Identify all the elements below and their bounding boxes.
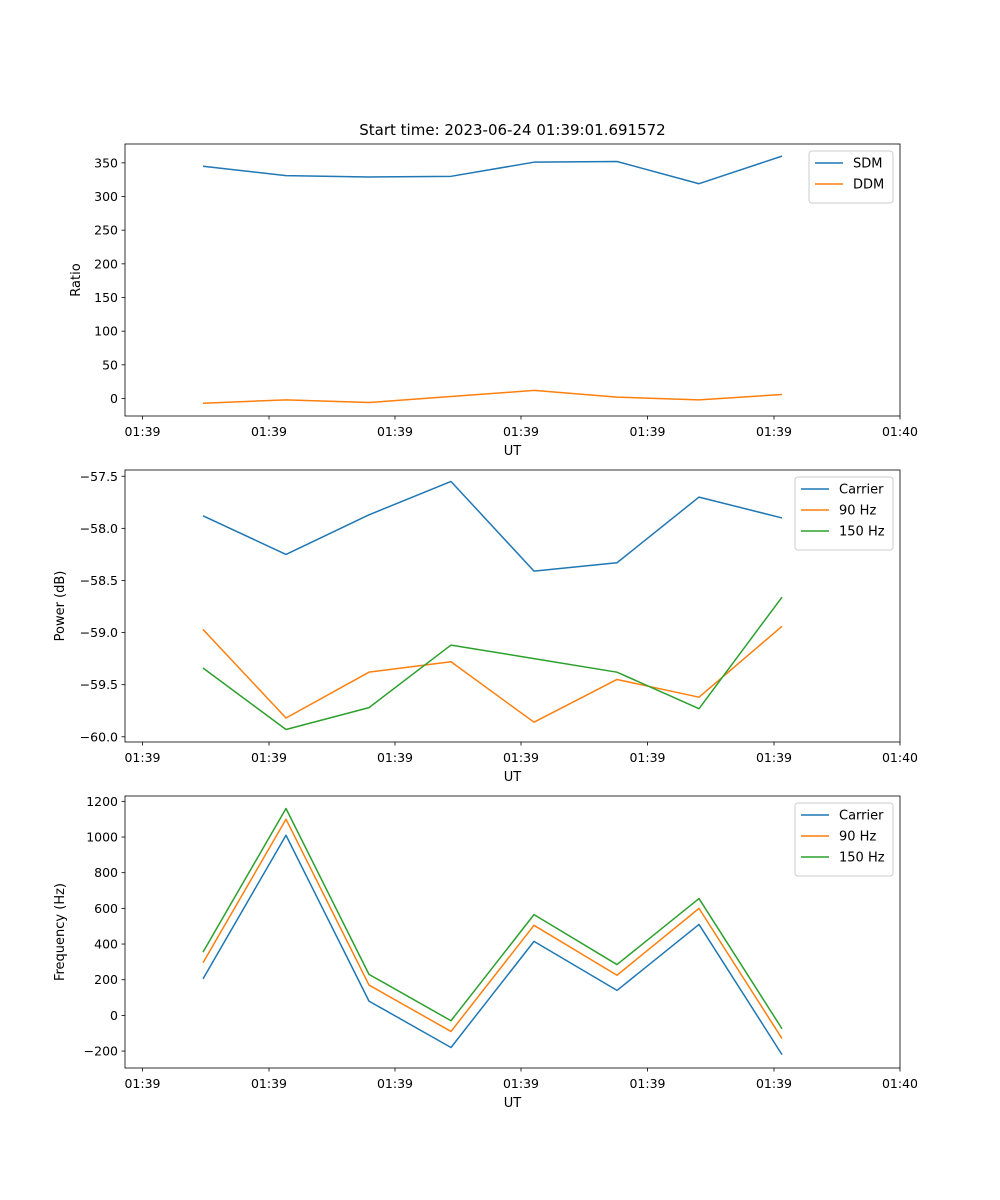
axes-frame [124,795,901,1069]
y-tick-label: −58.0 [80,521,118,536]
y-axis-label: Power (dB) [53,571,68,642]
x-tick-label: 01:39 [629,1076,665,1091]
x-tick-label: 01:40 [882,1076,918,1091]
subplot-3: −200 0 200 400 600 800 1000 1200 01:39 01:39 01:39… [53,794,918,1111]
y-tick-label: 100 [94,324,118,339]
series-line-150-hz [202,596,783,731]
y-tick-label: 600 [94,901,118,916]
y-tick-label: 200 [94,972,118,987]
x-tick-label: 01:39 [377,1076,413,1091]
x-tick-label: 01:39 [756,750,792,765]
y-tick-label: −60.0 [80,729,118,744]
y-tick-label: −58.5 [80,573,118,588]
x-tick-label: 01:39 [756,424,792,439]
series-line-carrier [202,480,783,572]
y-tick-label: 0 [110,1008,118,1023]
x-tick-label: 01:39 [377,750,413,765]
x-tick-label: 01:39 [503,1076,539,1091]
axes-frame [124,143,901,417]
y-tick-label: 0 [110,391,118,406]
y-tick-label: −57.5 [80,469,118,484]
x-axis-label: UT [504,770,522,785]
y-tick-label: 400 [94,937,118,952]
legend-entry: DDM [853,178,884,193]
figure-title: Start time: 2023-06-24 01:39:01.691572 [359,121,665,139]
series-line-carrier [202,834,783,1056]
y-tick-label: 300 [94,189,118,204]
legend-entry: SDM [853,157,882,172]
y-axis-label: Ratio [69,263,84,296]
series-line-sdm [202,155,783,185]
x-axis-label: UT [504,444,522,459]
axes-frame [124,469,901,743]
legend-entry: Carrier [839,809,884,824]
y-tick-label: 1000 [86,830,118,845]
y-tick-label: 350 [94,155,118,170]
x-tick-label: 01:39 [377,424,413,439]
y-tick-label: −59.5 [80,677,118,692]
subplot-1: 0 50 100 150 200 250 300 350 01:39 01:39 01:39 01:3… [69,143,918,459]
legend-entry: 90 Hz [839,504,876,519]
y-tick-label: 50 [102,357,118,372]
y-tick-label: 1200 [86,794,118,809]
x-tick-label: 01:39 [629,750,665,765]
legend-entry: 150 Hz [839,851,885,866]
x-axis-label: UT [504,1096,522,1111]
x-tick-label: 01:39 [251,750,287,765]
y-axis-label: Frequency (Hz) [53,883,68,981]
series-line-ddm [202,389,783,404]
x-tick-label: 01:39 [503,424,539,439]
series-line-150-hz [202,807,783,1030]
legend-entry: 150 Hz [839,525,885,540]
legend-entry: 90 Hz [839,830,876,845]
x-tick-label: 01:40 [882,424,918,439]
subplot-2: −60.0 −59.5 −59.0 −58.5 −58.0 −57.5 01:39 01:39… [53,469,918,785]
x-tick-label: 01:39 [124,1076,160,1091]
x-tick-label: 01:39 [251,424,287,439]
series-line-90-hz [202,818,783,1039]
y-tick-label: 200 [94,256,118,271]
x-tick-label: 01:40 [882,750,918,765]
y-tick-label: 150 [94,290,118,305]
x-tick-label: 01:39 [629,424,665,439]
legend: SDM DDM [808,150,894,204]
y-tick-label: −59.0 [80,625,118,640]
y-tick-label: 800 [94,865,118,880]
x-tick-label: 01:39 [503,750,539,765]
x-tick-label: 01:39 [124,750,160,765]
x-tick-label: 01:39 [124,424,160,439]
series-line-90-hz [202,625,783,723]
y-tick-label: 250 [94,223,118,238]
legend-box [808,150,894,204]
y-tick-label: −200 [84,1044,118,1059]
x-tick-label: 01:39 [756,1076,792,1091]
legend-entry: Carrier [839,483,884,498]
legend: Carrier 90 Hz 150 Hz [794,476,894,551]
x-tick-label: 01:39 [251,1076,287,1091]
legend: Carrier 90 Hz 150 Hz [794,802,894,877]
